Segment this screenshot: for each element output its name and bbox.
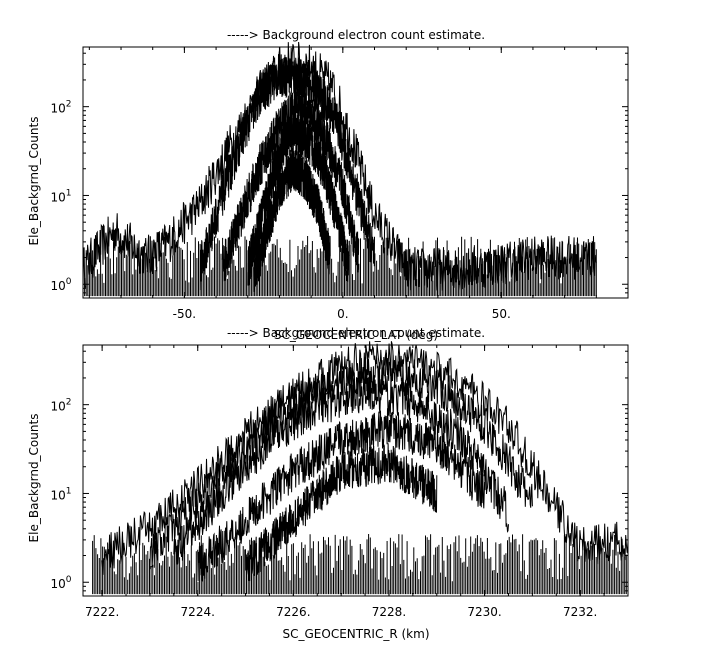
y-tick-label: 101 (50, 188, 71, 204)
x-tick-label: 0. (337, 307, 348, 321)
x-tick-label: -50. (173, 307, 196, 321)
series-5-trace (245, 443, 438, 582)
x-tick-label: 7228. (372, 605, 406, 619)
chart-top-plot-area (82, 41, 597, 297)
x-tick-label: 50. (492, 307, 511, 321)
chart-top-title: -----> Background electron count estimat… (227, 28, 485, 42)
y-tick-label: 100 (50, 575, 71, 591)
chart-top-xlabel: SC_GEOCENTRIC_LAT (deg) (274, 328, 438, 342)
chart-top-frame (82, 46, 629, 299)
series-1-trace (82, 41, 597, 291)
chart-bottom-title: -----> Background electron count estimat… (227, 326, 485, 340)
chart-bottom-plot-area (92, 341, 629, 595)
baseline-counts-band (82, 236, 597, 297)
chart-bottom: -----> Background electron count estimat… (27, 326, 629, 641)
chart-top: -----> Background electron count estimat… (27, 28, 629, 342)
x-tick-label: 7230. (467, 605, 501, 619)
chart-bottom-frame (82, 344, 629, 597)
baseline-counts-band (92, 534, 629, 595)
y-tick-label: 102 (50, 100, 71, 116)
x-tick-label: 7226. (276, 605, 310, 619)
chart-bottom-ylabel: Ele_Backgrnd_Counts (27, 414, 41, 543)
series-2-trace (149, 352, 533, 570)
series-2-trace (199, 52, 375, 291)
series-3-trace (173, 374, 509, 565)
series-4-trace (197, 408, 486, 582)
x-tick-label: 7222. (85, 605, 119, 619)
x-tick-label: 7224. (181, 605, 215, 619)
chart-bottom-xlabel: SC_GEOCENTRIC_R (km) (283, 627, 430, 641)
y-tick-label: 100 (50, 277, 71, 293)
y-tick-label: 101 (50, 486, 71, 502)
x-tick-label: 7232. (563, 605, 597, 619)
y-tick-label: 102 (50, 398, 71, 414)
chart-top-ylabel: Ele_Backgrnd_Counts (27, 117, 41, 246)
series-5-trace (253, 147, 331, 292)
